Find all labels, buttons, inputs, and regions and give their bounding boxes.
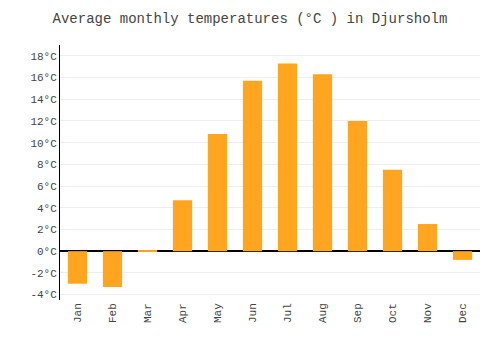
svg-text:Oct: Oct: [387, 303, 399, 323]
svg-text:Sep: Sep: [352, 303, 364, 323]
svg-text:14°C: 14°C: [30, 94, 57, 106]
svg-text:Dec: Dec: [457, 303, 469, 323]
svg-text:Average monthly temperatures (: Average monthly temperatures (°C ) in Dj…: [53, 11, 448, 27]
svg-text:Feb: Feb: [107, 303, 119, 323]
svg-text:Jan: Jan: [72, 303, 84, 323]
svg-text:Mar: Mar: [142, 303, 154, 323]
svg-text:Nov: Nov: [422, 303, 434, 323]
svg-text:0°C: 0°C: [37, 246, 57, 258]
svg-text:Aug: Aug: [317, 303, 329, 323]
svg-text:18°C: 18°C: [30, 51, 57, 63]
svg-text:-2°C: -2°C: [30, 268, 57, 280]
svg-text:-4°C: -4°C: [30, 289, 57, 301]
svg-text:10°C: 10°C: [30, 138, 57, 150]
svg-text:2°C: 2°C: [37, 224, 57, 236]
svg-text:4°C: 4°C: [37, 203, 57, 215]
svg-text:12°C: 12°C: [30, 116, 57, 128]
svg-text:Jul: Jul: [282, 303, 294, 323]
svg-text:Jun: Jun: [247, 303, 259, 323]
svg-text:May: May: [212, 303, 224, 323]
svg-text:Apr: Apr: [177, 303, 189, 323]
svg-text:8°C: 8°C: [37, 159, 57, 171]
svg-text:16°C: 16°C: [30, 72, 57, 84]
svg-text:6°C: 6°C: [37, 181, 57, 193]
